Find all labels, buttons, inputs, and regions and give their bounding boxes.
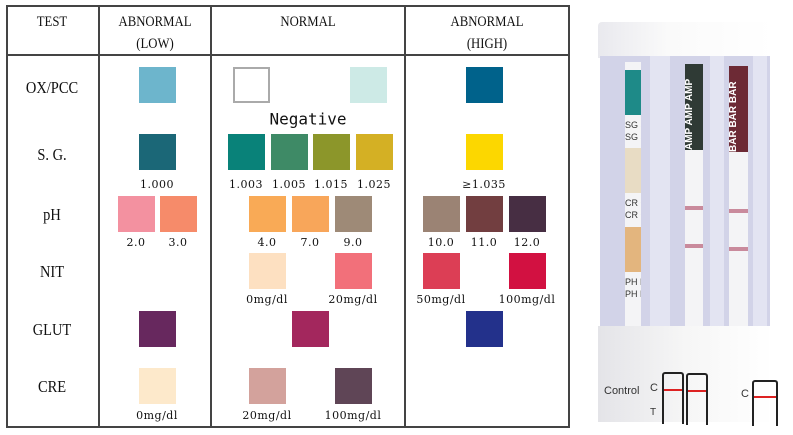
swatch-value-label: 1.003 (229, 178, 263, 191)
color-swatch-low (160, 196, 197, 232)
swatch-value-label: 3.0 (168, 236, 188, 249)
color-swatch-high (466, 134, 503, 170)
color-swatch-normal (350, 67, 387, 103)
swatch-value-label: 100mg/dl (498, 293, 556, 306)
swatch-value-label: 100mg/dl (324, 409, 382, 422)
header-abnormal-high: ABNORMAL (HIGH) (451, 11, 524, 55)
row-label: CRE (37, 377, 67, 396)
c-text: C (650, 382, 658, 394)
ph-pad (625, 227, 641, 272)
color-swatch-normal (233, 67, 270, 103)
result-window (686, 373, 708, 425)
swatch-value-label: 1.005 (272, 178, 306, 191)
result-window (752, 380, 778, 426)
color-swatch-low (139, 67, 176, 103)
color-swatch-normal (249, 253, 286, 289)
color-swatch-normal (313, 134, 350, 170)
negative-label: Negative (269, 109, 347, 129)
c-text: C (741, 388, 749, 400)
control-line (685, 206, 703, 210)
strip-text: PH P (625, 277, 641, 287)
test-line (685, 244, 703, 248)
header-abnormal-low: ABNORMAL (LOW) (119, 11, 192, 55)
swatch-value-label: 11.0 (470, 236, 498, 249)
amp-strip: AMP AMP AMP (685, 64, 703, 354)
swatch-value-label: 50mg/dl (416, 293, 466, 306)
header-test: TEST (36, 14, 68, 30)
color-swatch-high (423, 196, 460, 232)
control-line (729, 209, 748, 213)
swatch-value-label: 7.0 (300, 236, 320, 249)
strip-text: PH PH (625, 289, 641, 299)
color-swatch-normal (356, 134, 393, 170)
row-label: GLUT (32, 320, 72, 339)
color-swatch-normal (228, 134, 265, 170)
bar-label: BAR BAR BAR (729, 66, 748, 152)
color-swatch-normal (335, 196, 372, 232)
color-swatch-normal (335, 368, 372, 404)
header-high-line1: ABNORMAL (450, 14, 524, 30)
row-label: NIT (39, 262, 65, 281)
swatch-value-label: 2.0 (126, 236, 146, 249)
adulterant-strip: SG SG SG S CR CR CR CR PH P PH PH (625, 62, 641, 348)
result-window (662, 372, 684, 424)
test-line (729, 247, 748, 251)
swatch-value-label: 20mg/dl (328, 293, 378, 306)
column-divider (98, 5, 100, 428)
swatch-value-label: 10.0 (427, 236, 455, 249)
row-label: OX/PCC (25, 78, 79, 97)
strip-text: CR CR (625, 210, 641, 220)
header-low-line1: ABNORMAL (118, 14, 192, 30)
row-label: S. G. (37, 145, 67, 164)
color-swatch-high (509, 196, 546, 232)
column-divider (404, 5, 406, 428)
swatch-value-label: 1.015 (314, 178, 348, 191)
color-swatch-low (118, 196, 155, 232)
color-swatch-normal (249, 196, 286, 232)
strip-text: CR CR (625, 198, 641, 208)
color-swatch-low (139, 134, 176, 170)
test-cup-photo: SG SG SG S CR CR CR CR PH P PH PH AMP AM… (598, 22, 788, 426)
swatch-value-label: 0mg/dl (136, 409, 178, 422)
color-swatch-low (139, 311, 176, 347)
cup-label-band (598, 326, 773, 422)
color-swatch-normal (271, 134, 308, 170)
cup-top-band (598, 22, 773, 58)
swatch-value-label: 1.000 (140, 178, 174, 191)
color-swatch-high (423, 253, 460, 289)
strip-text: SG SG (625, 120, 641, 130)
cr-pad (625, 148, 641, 193)
swatch-value-label: 1.025 (357, 178, 391, 191)
amp-label: AMP AMP AMP (685, 64, 703, 150)
bar-strip: BAR BAR BAR (729, 66, 748, 356)
control-text: Control (604, 385, 640, 397)
color-swatch-low (139, 368, 176, 404)
swatch-value-label: 9.0 (343, 236, 363, 249)
strip-text: SG S (625, 132, 641, 142)
color-swatch-normal (292, 196, 329, 232)
swatch-value-label: 4.0 (257, 236, 277, 249)
color-swatch-normal (335, 253, 372, 289)
t-text: T (650, 407, 657, 418)
color-swatch-high (509, 253, 546, 289)
header-high-line2: (HIGH) (466, 36, 508, 52)
color-swatch-normal (292, 311, 329, 347)
color-swatch-normal (249, 368, 286, 404)
header-normal: NORMAL (280, 14, 336, 30)
swatch-value-label: 0mg/dl (246, 293, 288, 306)
column-divider (210, 5, 212, 428)
color-swatch-high (466, 311, 503, 347)
header-divider (6, 54, 570, 56)
color-swatch-high (466, 196, 503, 232)
swatch-value-label: 20mg/dl (242, 409, 292, 422)
header-low-line2: (LOW) (136, 36, 174, 52)
sg-pad (625, 70, 641, 115)
color-chart-table (6, 5, 570, 428)
swatch-value-label: 12.0 (513, 236, 541, 249)
row-label: pH (43, 205, 61, 224)
swatch-value-label: ≥1.035 (462, 178, 506, 191)
color-swatch-high (466, 67, 503, 103)
